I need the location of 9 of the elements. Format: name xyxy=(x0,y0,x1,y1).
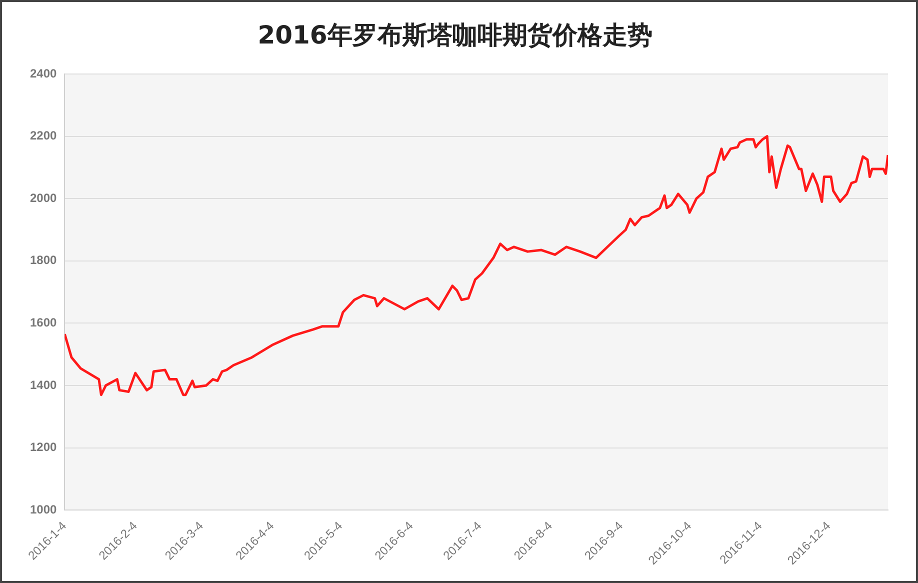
y-tick-label: 1800 xyxy=(30,253,58,268)
y-tick-label: 1600 xyxy=(30,316,58,330)
y-tick-label: 1400 xyxy=(30,378,58,392)
y-tick-label: 1000 xyxy=(30,502,58,516)
y-tick-label: 2400 xyxy=(30,66,58,80)
chart-title: 2016年罗布斯塔咖啡期货价格走势 xyxy=(258,20,652,50)
y-tick-label: 2200 xyxy=(30,128,58,143)
y-tick-label: 1200 xyxy=(30,440,58,454)
y-tick-label: 2000 xyxy=(30,190,58,205)
